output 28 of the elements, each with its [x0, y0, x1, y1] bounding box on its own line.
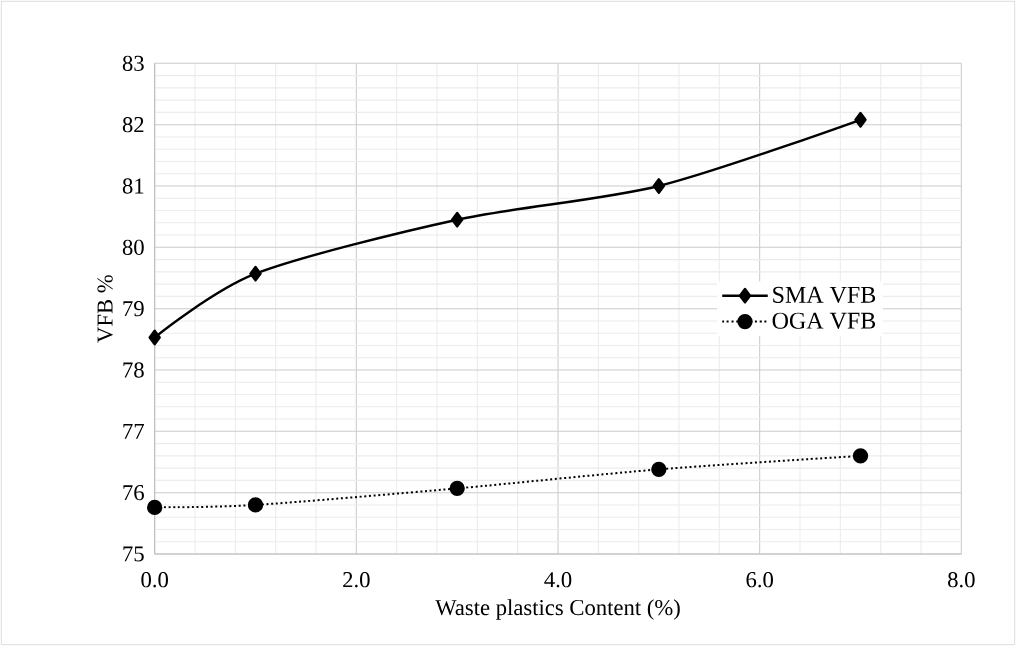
y-tick-label: 82	[122, 117, 144, 133]
y-tick-label: 80	[122, 239, 144, 255]
y-axis-title: VFB %	[97, 275, 113, 343]
x-tick-label: 8.0	[948, 572, 975, 588]
y-tick-label: 79	[123, 301, 144, 317]
x-tick-label: 4.0	[544, 572, 572, 588]
y-tick-label: 83	[122, 55, 144, 71]
legend-label: SMA VFB	[773, 286, 876, 304]
y-tick-label: 77	[123, 423, 144, 439]
y-tick-label: 78	[123, 362, 144, 378]
x-tick-label: 6.0	[746, 572, 773, 588]
point	[450, 211, 464, 228]
y-tick-label: 81	[122, 178, 144, 194]
point	[247, 497, 264, 513]
point	[651, 461, 667, 478]
point	[449, 480, 465, 497]
y-tick-label: 76	[123, 485, 144, 501]
y-tick-label: 75	[123, 546, 144, 562]
x-tick-label: 2.0	[343, 572, 370, 588]
point	[148, 329, 161, 346]
point	[652, 178, 666, 194]
point	[147, 499, 163, 516]
point	[852, 448, 869, 464]
x-tick-label: 0.0	[141, 572, 168, 588]
point	[249, 265, 262, 282]
legend-label: OGA VFB	[772, 312, 876, 329]
x-axis-title: Waste plastics Content (%)	[435, 599, 680, 620]
point	[854, 111, 867, 128]
